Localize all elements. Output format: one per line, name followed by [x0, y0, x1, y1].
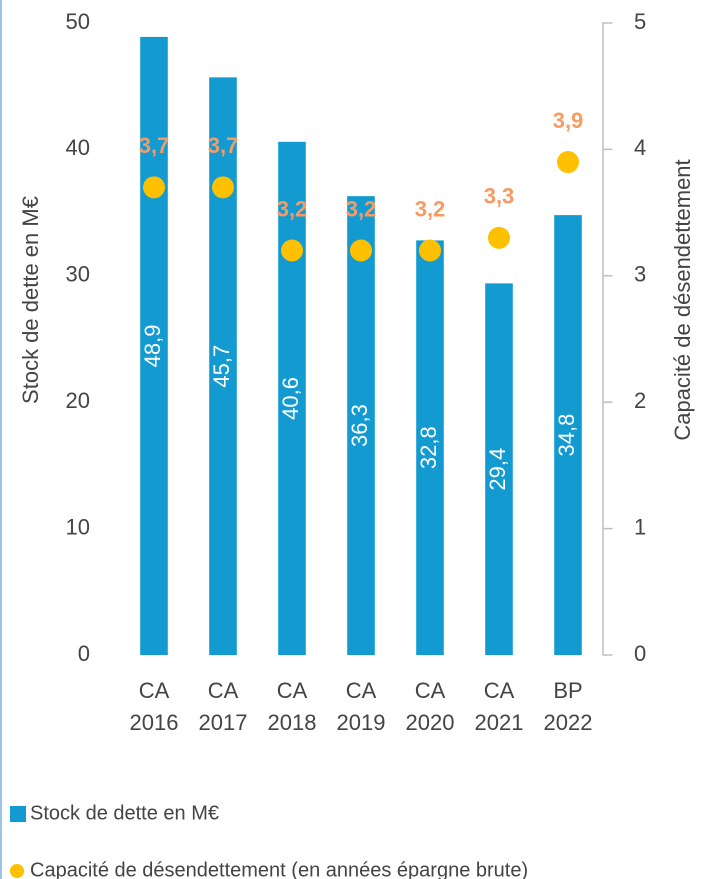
legend-label: Stock de dette en M€ [30, 802, 219, 824]
dot-value-label: 3,7 [139, 133, 170, 158]
dot [350, 239, 372, 262]
bar [347, 196, 375, 655]
y2-tick-label: 2 [634, 388, 646, 413]
dot-value-label: 3,2 [277, 196, 308, 221]
y2-tick-label: 4 [634, 135, 646, 160]
x-tick-label: CA 2020 [406, 678, 455, 735]
x-tick-line: CA [208, 678, 239, 703]
bar [209, 77, 237, 656]
dot [419, 239, 441, 262]
bar [140, 36, 168, 656]
x-tick-label: CA 2021 [475, 678, 524, 735]
x-tick-line: CA [139, 678, 170, 703]
bar-value-label: 32,8 [416, 426, 441, 469]
x-tick-line: 2018 [268, 710, 317, 735]
x-tick-label: CA 2017 [199, 678, 248, 735]
legend-swatch [10, 806, 26, 822]
x-tick-line: 2021 [475, 710, 524, 735]
dot [281, 239, 303, 262]
y2-tick-label: 3 [634, 262, 646, 287]
y2-axis-title: Capacité de désendettement [670, 159, 695, 440]
x-tick-label: CA 2018 [268, 678, 317, 735]
y-tick-label: 0 [78, 641, 90, 666]
y-axis-title: Stock de dette en M€ [18, 196, 43, 404]
bar [278, 141, 306, 656]
x-tick-line: 2016 [130, 710, 179, 735]
bar [554, 215, 582, 656]
dot-value-label: 3,9 [553, 108, 584, 133]
dot [488, 226, 510, 249]
y2-tick-label: 5 [634, 9, 646, 34]
legend-swatch [10, 864, 24, 878]
legend-label: Capacité de désendettement (en années ép… [30, 859, 528, 879]
y2-tick-label: 0 [634, 641, 646, 666]
y-tick-label: 10 [66, 514, 90, 539]
x-tick-line: BP [553, 678, 582, 703]
x-tick-line: 2022 [544, 710, 593, 735]
x-tick-line: 2019 [337, 710, 386, 735]
dot-value-label: 3,2 [415, 196, 446, 221]
x-tick-label: CA 2019 [337, 678, 386, 735]
x-tick-line: CA [346, 678, 377, 703]
dot-value-label: 3,7 [208, 133, 239, 158]
bar-value-label: 48,9 [140, 325, 165, 368]
x-tick-label: CA 2016 [130, 678, 179, 735]
x-tick-line: CA [484, 678, 515, 703]
bar [416, 240, 444, 655]
x-tick-line: 2020 [406, 710, 455, 735]
bar [485, 283, 513, 655]
dot [212, 176, 234, 199]
bar-value-label: 40,6 [278, 377, 303, 420]
y2-tick-label: 1 [634, 514, 646, 539]
bar-value-label: 34,8 [554, 414, 579, 457]
x-tick-line: 2017 [199, 710, 248, 735]
dot [143, 176, 165, 199]
x-tick-label: BP 2022 [544, 678, 593, 735]
bar-value-label: 29,4 [485, 448, 510, 491]
dot-value-label: 3,3 [484, 184, 515, 209]
x-tick-line: CA [277, 678, 308, 703]
y-tick-label: 50 [66, 9, 90, 34]
dot-value-label: 3,2 [346, 196, 377, 221]
y-tick-label: 40 [66, 135, 90, 160]
x-tick-line: CA [415, 678, 446, 703]
y-tick-label: 20 [66, 388, 90, 413]
y-tick-label: 30 [66, 262, 90, 287]
bar-value-label: 36,3 [347, 404, 372, 447]
dot [557, 151, 579, 174]
bar-value-label: 45,7 [209, 345, 234, 388]
